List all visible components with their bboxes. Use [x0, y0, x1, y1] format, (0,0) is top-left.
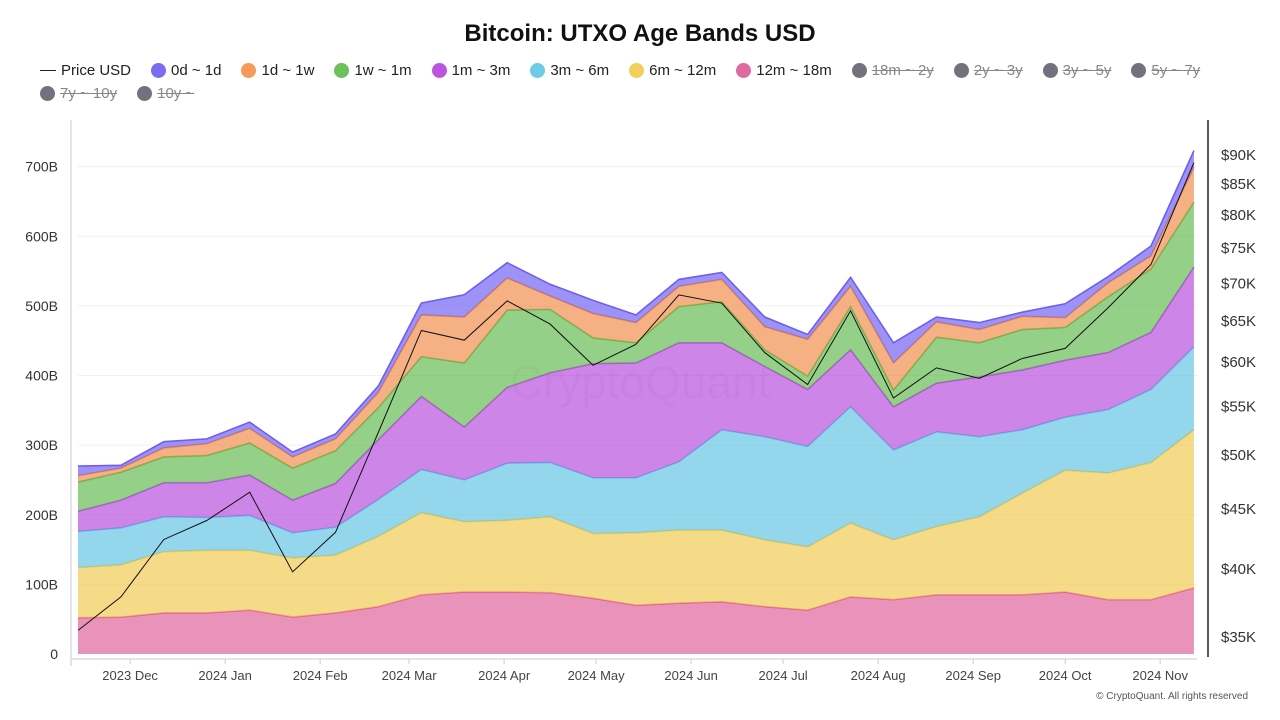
area-6m-12m	[78, 429, 1194, 618]
y-right-tick-label: $90K	[1221, 147, 1256, 164]
legend-label: 5y ~ 7y	[1151, 62, 1201, 79]
legend-item-7y-10y[interactable]: 7y ~ 10y	[40, 84, 117, 103]
circle-swatch-icon	[334, 63, 350, 78]
x-tick-label: 2024 Sep	[945, 668, 1001, 683]
y-right-tick-label: $35K	[1221, 629, 1256, 646]
legend-item-1m-3m[interactable]: 1m ~ 3m	[431, 61, 511, 80]
legend-item-2y-3y[interactable]: 2y ~ 3y	[953, 61, 1023, 80]
circle-swatch-icon	[1131, 63, 1147, 78]
y-left-tick-label: 500B	[25, 298, 58, 314]
area-3m-6m	[78, 346, 1194, 568]
circle-swatch-icon	[151, 63, 167, 78]
circle-swatch-icon	[1042, 63, 1058, 78]
legend-label: 6m ~ 12m	[649, 62, 717, 79]
legend-item-18m-2y[interactable]: 18m ~ 2y	[851, 61, 934, 80]
circle-swatch-icon	[241, 63, 257, 78]
x-tick-label: 2024 Jul	[759, 668, 808, 683]
legend-label: 7y ~ 10y	[60, 85, 118, 102]
circle-swatch-icon	[953, 63, 969, 78]
legend-label: Price USD	[61, 62, 132, 79]
y-right-tick-label: $70K	[1221, 275, 1256, 292]
line-swatch-icon	[40, 70, 56, 71]
x-tick-label: 2024 Jan	[198, 668, 252, 683]
x-tick-label: 2024 Jun	[664, 668, 718, 683]
area-12m-18m	[78, 587, 1194, 654]
legend-label: 18m ~ 2y	[871, 62, 934, 79]
area-0d-1d	[78, 150, 1194, 476]
legend-label: 10y ~	[157, 85, 195, 102]
y-right-tick-label: $80K	[1221, 207, 1256, 224]
y-left-tick-label: 0	[50, 646, 58, 662]
circle-swatch-icon	[40, 86, 55, 101]
area-1m-3m	[78, 266, 1194, 533]
circle-swatch-icon	[736, 63, 752, 78]
y-right-tick-label: $85K	[1221, 176, 1256, 193]
y-right-tick-label: $55K	[1221, 398, 1256, 415]
legend-label: 0d ~ 1d	[171, 62, 222, 79]
x-tick-label: 2024 Feb	[293, 668, 348, 683]
y-right-tick-label: $50K	[1221, 447, 1256, 464]
legend-item-12m-18m[interactable]: 12m ~ 18m	[736, 61, 832, 80]
area-0d-1d-line	[77, 150, 1195, 467]
x-tick-label: 2024 Apr	[478, 668, 531, 683]
y-right-tick-label: $65K	[1221, 313, 1256, 330]
circle-swatch-icon	[851, 63, 867, 78]
circle-swatch-icon	[137, 86, 153, 101]
legend-item-0d-1d[interactable]: 0d ~ 1d	[151, 61, 221, 80]
circle-swatch-icon	[530, 63, 546, 78]
legend-item-5y-7y[interactable]: 5y ~ 7y	[1131, 61, 1200, 80]
legend-label: 3y ~ 5y	[1062, 62, 1112, 79]
legend-label: 1d ~ 1w	[261, 62, 315, 79]
legend-item-10y[interactable]: 10y ~	[137, 84, 194, 103]
x-tick-label: 2024 Mar	[382, 668, 438, 683]
copyright-footer: © CryptoQuant. All rights reserved	[1096, 691, 1248, 702]
x-tick-label: 2024 Oct	[1039, 668, 1092, 683]
legend-item-3m-6m[interactable]: 3m ~ 6m	[530, 61, 609, 80]
y-right-tick-label: $75K	[1221, 240, 1256, 257]
x-tick-label: 2024 May	[568, 668, 626, 683]
y-right-tick-label: $40K	[1221, 561, 1256, 578]
legend-label: 1m ~ 3m	[451, 62, 511, 79]
legend-item-price-usd[interactable]: Price USD	[40, 61, 131, 80]
x-tick-label: 2024 Nov	[1132, 668, 1188, 683]
circle-swatch-icon	[431, 63, 447, 78]
y-left-tick-label: 400B	[25, 368, 58, 384]
legend-label: 2y ~ 3y	[973, 62, 1023, 79]
x-tick-label: 2023 Dec	[102, 668, 158, 683]
area-1d-1w	[78, 167, 1194, 483]
y-left-tick-label: 200B	[25, 507, 58, 523]
legend-item-3y-5y[interactable]: 3y ~ 5y	[1042, 61, 1112, 80]
legend-item-6m-12m[interactable]: 6m ~ 12m	[629, 61, 716, 80]
legend-label: 3m ~ 6m	[550, 62, 610, 79]
y-right-tick-label: $60K	[1221, 354, 1256, 371]
y-right-tick-label: $45K	[1221, 501, 1256, 518]
x-tick-label: 2024 Aug	[851, 668, 906, 683]
circle-swatch-icon	[629, 63, 645, 78]
y-left-tick-label: 700B	[25, 159, 58, 175]
legend-label: 12m ~ 18m	[756, 62, 832, 79]
y-left-tick-label: 300B	[25, 437, 58, 453]
y-left-tick-label: 600B	[25, 228, 58, 244]
area-1w-1m	[78, 202, 1194, 512]
price-line	[77, 162, 1195, 631]
legend: Price USD 0d ~ 1d 1d ~ 1w 1w ~ 1m 1m ~ 3m 3m …	[40, 61, 1260, 103]
chart-title: Bitcoin: UTXO Age Bands USD	[464, 20, 816, 47]
legend-label: 1w ~ 1m	[354, 62, 412, 79]
y-left-tick-label: 100B	[25, 576, 58, 592]
legend-item-1w-1m[interactable]: 1w ~ 1m	[334, 61, 412, 80]
legend-item-1d-1w[interactable]: 1d ~ 1w	[241, 61, 314, 80]
